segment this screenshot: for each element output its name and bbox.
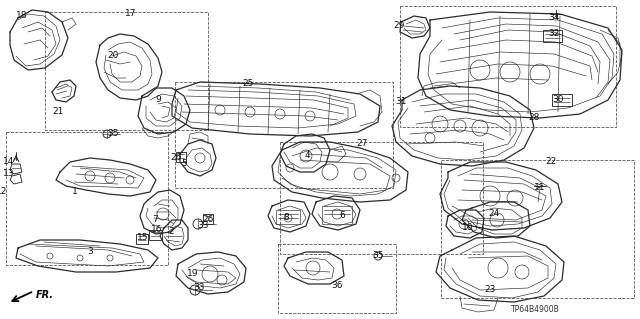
Text: 11: 11	[534, 183, 546, 192]
Text: 33: 33	[193, 284, 205, 293]
Text: 17: 17	[125, 9, 137, 18]
Text: 26: 26	[202, 214, 214, 224]
Text: 1: 1	[72, 188, 78, 197]
Text: 35: 35	[372, 251, 384, 261]
Text: 7: 7	[152, 216, 158, 225]
Text: 8: 8	[283, 213, 289, 222]
Text: 30: 30	[552, 95, 564, 105]
Text: FR.: FR.	[36, 290, 54, 300]
Text: 34: 34	[548, 12, 560, 21]
Text: 36: 36	[332, 280, 343, 290]
Text: 2: 2	[168, 227, 174, 236]
Text: 31: 31	[396, 97, 407, 106]
Text: 32: 32	[548, 29, 560, 39]
Text: 35: 35	[108, 130, 119, 138]
Text: 19: 19	[188, 270, 199, 278]
Bar	[280, 142, 483, 254]
Text: 27: 27	[356, 138, 368, 147]
Text: 10: 10	[462, 222, 474, 232]
Text: 21: 21	[52, 107, 64, 115]
Text: 28: 28	[528, 113, 540, 122]
Bar	[175, 82, 393, 188]
Text: 15: 15	[137, 233, 148, 241]
Text: 4: 4	[304, 151, 310, 160]
Text: 18: 18	[16, 11, 28, 20]
Bar	[441, 160, 634, 298]
Text: 26: 26	[170, 153, 182, 162]
Text: 3: 3	[87, 248, 93, 256]
Text: 22: 22	[545, 157, 557, 166]
Text: 5: 5	[181, 159, 187, 167]
Bar	[6, 132, 168, 265]
Text: 6: 6	[339, 211, 345, 219]
Bar	[278, 244, 396, 313]
Text: 9: 9	[155, 95, 161, 105]
Text: 16: 16	[151, 226, 163, 234]
Text: 24: 24	[488, 210, 500, 219]
Text: 20: 20	[108, 50, 118, 60]
Text: 29: 29	[394, 21, 404, 31]
Text: 33: 33	[197, 220, 209, 229]
Text: TP64B4900B: TP64B4900B	[511, 306, 559, 315]
Text: 25: 25	[243, 79, 253, 88]
Text: 13: 13	[3, 169, 15, 179]
Bar	[400, 6, 616, 127]
Bar	[45, 12, 208, 130]
Text: 23: 23	[484, 286, 496, 294]
Text: 12: 12	[0, 188, 8, 197]
Text: 14: 14	[3, 158, 15, 167]
